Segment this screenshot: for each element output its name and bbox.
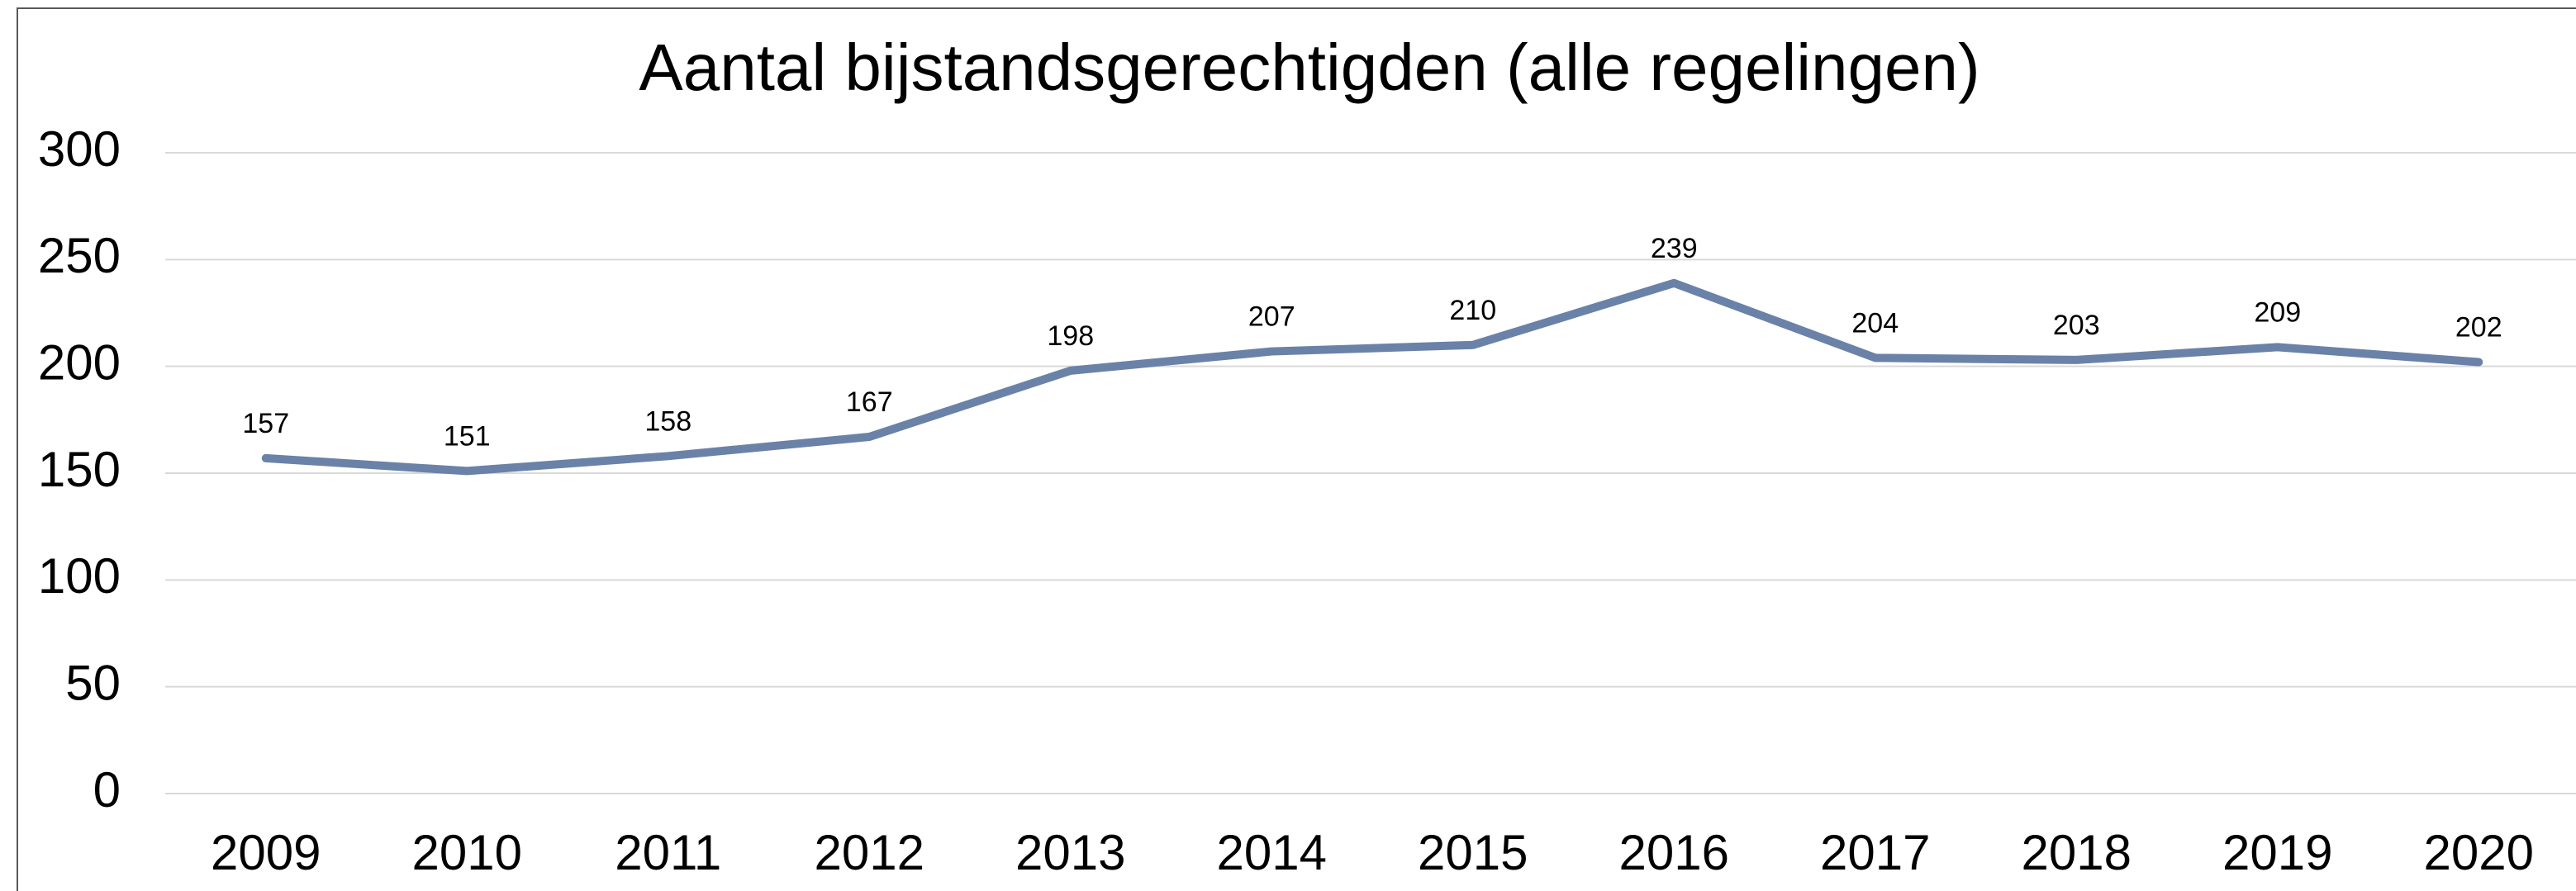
x-tick-label: 2010	[412, 825, 522, 880]
data-label: 151	[444, 420, 491, 452]
x-tick-label: 2018	[2022, 825, 2132, 880]
data-label: 210	[1449, 295, 1496, 326]
x-tick-label: 2012	[815, 825, 924, 880]
y-tick-label: 200	[38, 335, 121, 391]
x-tick-label: 2016	[1619, 825, 1729, 880]
data-label: 167	[846, 386, 893, 418]
data-label: 207	[1248, 301, 1295, 333]
x-tick-label: 2011	[615, 825, 721, 880]
data-label: 202	[2455, 311, 2502, 343]
chart-frame	[17, 7, 2576, 891]
x-tick-label: 2017	[1820, 825, 1930, 880]
y-tick-label: 300	[38, 121, 121, 177]
x-tick-label: 2014	[1217, 825, 1327, 880]
data-label: 157	[242, 408, 289, 439]
x-tick-label: 2009	[211, 825, 321, 880]
data-label: 239	[1651, 233, 1698, 264]
data-label: 203	[2053, 310, 2100, 341]
y-tick-label: 50	[65, 656, 121, 711]
y-tick-label: 100	[38, 548, 121, 604]
line-series	[261, 278, 2483, 476]
x-tick-label: 2019	[2222, 825, 2332, 880]
y-tick-label: 250	[38, 228, 121, 283]
data-label: 198	[1047, 320, 1094, 352]
x-tick-label: 2013	[1015, 825, 1125, 880]
data-label: 204	[1851, 307, 1899, 339]
chart-title: Aantal bijstandsgerechtigden (alle regel…	[639, 31, 1980, 104]
y-tick-label: 0	[93, 762, 121, 818]
x-tick-label: 2020	[2424, 825, 2534, 880]
data-label: 158	[644, 405, 692, 437]
y-tick-label: 150	[38, 442, 121, 497]
x-tick-label: 2015	[1418, 825, 1528, 880]
data-label: 209	[2254, 296, 2301, 328]
